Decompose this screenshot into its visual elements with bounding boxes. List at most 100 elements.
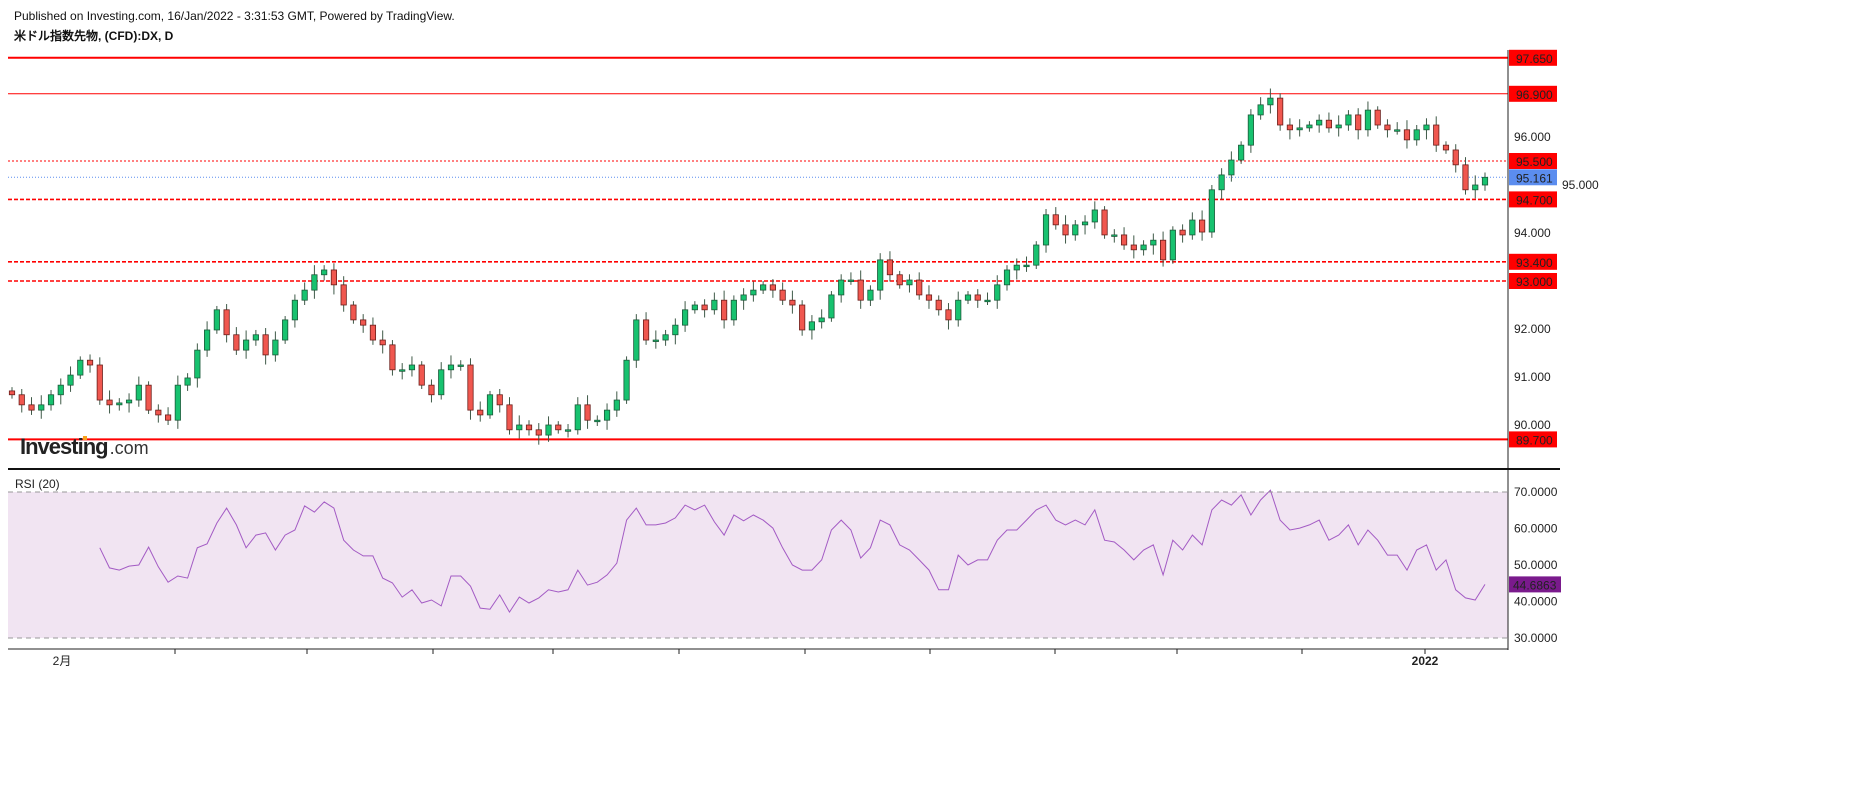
candle-down xyxy=(1286,124,1293,131)
candle-up xyxy=(603,409,611,421)
candle-down xyxy=(769,284,776,291)
candle-up xyxy=(808,321,815,331)
candle-up xyxy=(204,329,211,351)
candle-down xyxy=(1062,224,1069,236)
candle-up xyxy=(828,294,835,319)
level-price-label: 97.650 xyxy=(1516,52,1553,66)
candle-up xyxy=(594,419,601,423)
level-price-label: 89.700 xyxy=(1516,433,1553,447)
candle-up xyxy=(1081,221,1089,226)
candle-up xyxy=(1472,184,1479,191)
candle-up xyxy=(691,304,698,311)
candle-up xyxy=(1140,244,1147,251)
candle-up xyxy=(311,274,318,291)
candle-up xyxy=(730,299,737,321)
rsi-panel xyxy=(8,489,1508,639)
level-price-badge xyxy=(1509,49,1557,66)
candle-down xyxy=(1160,239,1167,261)
rsi-band xyxy=(8,492,1508,638)
current-price-label: 95.161 xyxy=(1516,171,1553,185)
candle-down xyxy=(1179,229,1186,236)
candle-up xyxy=(135,384,142,401)
candle-up xyxy=(447,364,455,371)
candle-up xyxy=(877,259,884,291)
candle-up xyxy=(964,294,972,301)
candle-up xyxy=(516,424,523,431)
candle-up xyxy=(213,309,220,331)
candle-up xyxy=(672,324,679,336)
candle-up xyxy=(1033,244,1040,266)
candle-up xyxy=(125,399,133,404)
candle-down xyxy=(1355,114,1362,131)
candle-down xyxy=(262,334,269,356)
candle-down xyxy=(1403,129,1411,141)
rsi-tick-label: 70.0000 xyxy=(1514,485,1558,499)
rsi-tick-label: 60.0000 xyxy=(1514,522,1558,536)
candle-down xyxy=(799,304,806,331)
candle-down xyxy=(642,319,650,341)
candle-down xyxy=(164,414,172,421)
y-tick-label: 95.000 xyxy=(1562,178,1599,192)
axes: 2月 2022 96.000 95.000 94.000 92.000 91.000 90.0… xyxy=(8,49,1599,668)
level-price-badge xyxy=(1509,253,1557,270)
candle-up xyxy=(321,269,328,276)
candle-down xyxy=(477,409,484,416)
candle-down xyxy=(1374,109,1381,126)
candle-down xyxy=(223,309,230,336)
investing-logo: Investing .com xyxy=(20,434,149,459)
level-price-badge xyxy=(1509,153,1557,169)
candle-up xyxy=(1257,104,1264,116)
candle-up xyxy=(1189,219,1196,236)
candle-up xyxy=(252,334,259,341)
candle-down xyxy=(535,429,542,436)
current-price-badge xyxy=(1509,169,1557,186)
symbol-title: 米ドル指数先物, (CFD):DX, D xyxy=(14,29,174,43)
candle-up xyxy=(1364,109,1372,131)
candle-down xyxy=(779,289,786,301)
candle-down xyxy=(1433,124,1440,146)
candle-up xyxy=(818,317,825,323)
level-price-label: 93.400 xyxy=(1516,256,1553,270)
candle-up xyxy=(1413,129,1420,141)
candle-down xyxy=(945,309,952,321)
candle-down xyxy=(506,404,513,431)
candle-down xyxy=(925,294,933,301)
candle-up xyxy=(1238,144,1245,161)
candle-up xyxy=(623,359,630,401)
y-tick-label: 96.000 xyxy=(1514,130,1551,144)
candle-down xyxy=(18,394,25,406)
candle-up xyxy=(984,299,991,303)
candle-up xyxy=(867,289,874,301)
candle-up xyxy=(1111,234,1118,237)
candle-up xyxy=(184,377,191,386)
y-tick-label: 92.000 xyxy=(1514,322,1551,336)
level-price-label: 94.700 xyxy=(1516,193,1553,207)
candle-up xyxy=(906,279,913,286)
level-price-label: 93.000 xyxy=(1516,275,1553,289)
candle-up xyxy=(301,289,308,301)
candle-up xyxy=(1306,124,1313,129)
candle-up xyxy=(652,339,659,342)
candle-up xyxy=(545,424,552,436)
candle-up xyxy=(633,319,640,361)
candle-down xyxy=(389,344,396,371)
candle-down xyxy=(1277,97,1284,126)
candle-up xyxy=(1072,224,1079,236)
candle-up xyxy=(1316,119,1323,126)
candle-up xyxy=(1218,174,1225,191)
candle-down xyxy=(896,274,903,286)
candle-up xyxy=(1150,239,1157,246)
candle-up xyxy=(67,374,74,386)
candle-down xyxy=(379,339,386,346)
candle-up xyxy=(194,349,201,379)
candle-down xyxy=(496,394,503,406)
candle-up xyxy=(408,364,416,371)
candle-up xyxy=(486,394,494,416)
candle-down xyxy=(1452,149,1459,166)
rsi-tick-label: 30.0000 xyxy=(1514,631,1558,645)
candle-up xyxy=(1394,129,1401,132)
candle-down xyxy=(350,304,357,321)
candle-up xyxy=(116,402,123,406)
candle-down xyxy=(155,409,162,416)
